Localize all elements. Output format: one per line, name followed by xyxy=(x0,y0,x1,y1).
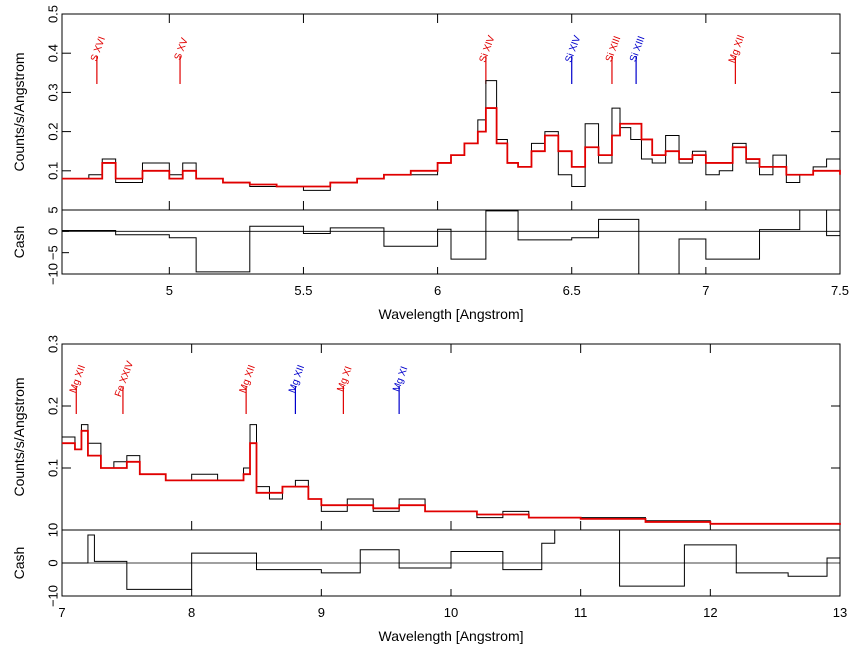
top-residual-y-label: Cash xyxy=(11,226,27,259)
data-curve xyxy=(62,80,841,191)
x-tick-label: 7 xyxy=(58,605,65,620)
line-marker-label: S XVI xyxy=(89,35,108,63)
model-curve xyxy=(62,429,841,526)
top-line-markers: S XVI S XV Si XIV Si XIV Si XIII Si XIII Mg XI… xyxy=(89,34,747,84)
bottom-line-markers: Mg XII Fe XXIV Mg XII Mg XII Mg XI Mg XI xyxy=(68,359,410,414)
line-marker-label: Mg XI xyxy=(335,365,354,393)
residual-y-tick-label: −10 xyxy=(46,585,61,607)
line-marker-label: S XV xyxy=(173,36,191,61)
x-tick-label: 6 xyxy=(434,283,441,298)
bottom-x-tick-labels: 7 8 9 10 11 12 13 xyxy=(58,605,847,620)
residual-y-tick-label: 5 xyxy=(46,206,61,213)
bottom-residual-series xyxy=(62,529,841,590)
y-tick-label: 0.2 xyxy=(46,397,61,415)
x-tick-label: 5 xyxy=(166,283,173,298)
line-marker-label: Fe XXIV xyxy=(113,359,136,398)
line-marker-label: Si XIII xyxy=(604,35,623,64)
top-residual-plot: −10 −5 0 5 Cash xyxy=(11,206,841,285)
top-spectrum-plot: 0.1 0.2 0.3 0.4 0.5 S XVI S XV Si XIV Si XIV Si … xyxy=(11,5,841,211)
y-tick-label: 0.1 xyxy=(46,459,61,477)
bottom-y-axis-label: Counts/s/Angstrom xyxy=(11,377,27,496)
bottom-spectrum-ticks: 0.1 0.2 0.3 xyxy=(46,335,841,530)
line-marker-label: Mg XII xyxy=(238,364,258,395)
bottom-panel: 0.10.20.3 Mg XII Fe XXIV Mg XII Mg XII Mg XI… xyxy=(11,335,847,644)
x-tick-label: 13 xyxy=(833,605,847,620)
x-tick-label: 6.5 xyxy=(563,283,581,298)
y-tick-label: 0.5 xyxy=(46,5,61,23)
top-x-tick-labels: 5 5.5 6 6.5 7 7.5 xyxy=(166,283,849,298)
top-panel: 0.1 0.2 0.3 0.4 0.5 S XVI S XV Si XIV Si XIV Si … xyxy=(11,5,849,322)
residual-y-tick-label: −5 xyxy=(46,245,61,260)
bottom-residual-plot: −10 0 10 Cash xyxy=(11,523,841,607)
residual-y-tick-label: 0 xyxy=(46,559,61,566)
top-spectrum-series xyxy=(62,80,841,191)
line-marker-label: Si XIII xyxy=(628,35,647,64)
line-marker-label: Mg XI xyxy=(391,365,410,393)
bottom-residual-ticks: −10 0 10 xyxy=(46,523,841,607)
bottom-residual-y-label: Cash xyxy=(11,547,27,580)
bottom-x-axis-label: Wavelength [Angstrom] xyxy=(379,628,524,644)
bottom-spectrum-frame xyxy=(61,343,841,531)
top-y-axis-label: Counts/s/Angstrom xyxy=(11,52,27,171)
bottom-spectrum-plot: 0.10.20.3 Mg XII Fe XXIV Mg XII Mg XII Mg XI… xyxy=(11,335,841,531)
x-tick-label: 10 xyxy=(444,605,458,620)
y-tick-label: 0.3 xyxy=(46,83,61,101)
line-marker-label: Mg XII xyxy=(287,364,307,395)
line-marker-label: Mg XII xyxy=(68,364,88,395)
x-tick-label: 7.5 xyxy=(831,283,849,298)
y-tick-label: 0.3 xyxy=(46,335,61,353)
y-tick-label: 0.1 xyxy=(46,162,61,180)
top-x-axis-label: Wavelength [Angstrom] xyxy=(379,306,524,322)
line-marker-label: Si XIV xyxy=(478,34,498,64)
x-tick-label: 11 xyxy=(574,605,588,620)
residual-y-tick-label: 0 xyxy=(46,228,61,235)
x-tick-label: 8 xyxy=(188,605,195,620)
residual-y-tick-label: −10 xyxy=(46,263,61,285)
data-curve xyxy=(62,424,840,525)
y-tick-label: 0.4 xyxy=(46,44,61,62)
x-tick-label: 7 xyxy=(702,283,709,298)
residual-y-tick-label: 10 xyxy=(46,523,61,537)
y-tick-label: 0.2 xyxy=(46,123,61,141)
x-tick-label: 5.5 xyxy=(294,283,312,298)
model-curve xyxy=(62,107,841,188)
line-marker-label: Mg XII xyxy=(727,34,747,65)
x-tick-label: 12 xyxy=(703,605,717,620)
top-residual-series xyxy=(62,209,841,275)
top-spectrum-ticks: 0.1 0.2 0.3 0.4 0.5 xyxy=(46,5,841,210)
line-marker-label: Si XIV xyxy=(563,34,583,64)
bottom-spectrum-series xyxy=(62,424,841,526)
residual-curve xyxy=(62,529,841,590)
x-tick-label: 9 xyxy=(318,605,325,620)
residual-curve xyxy=(62,209,841,275)
top-residual-ticks: −10 −5 0 5 xyxy=(46,206,841,285)
